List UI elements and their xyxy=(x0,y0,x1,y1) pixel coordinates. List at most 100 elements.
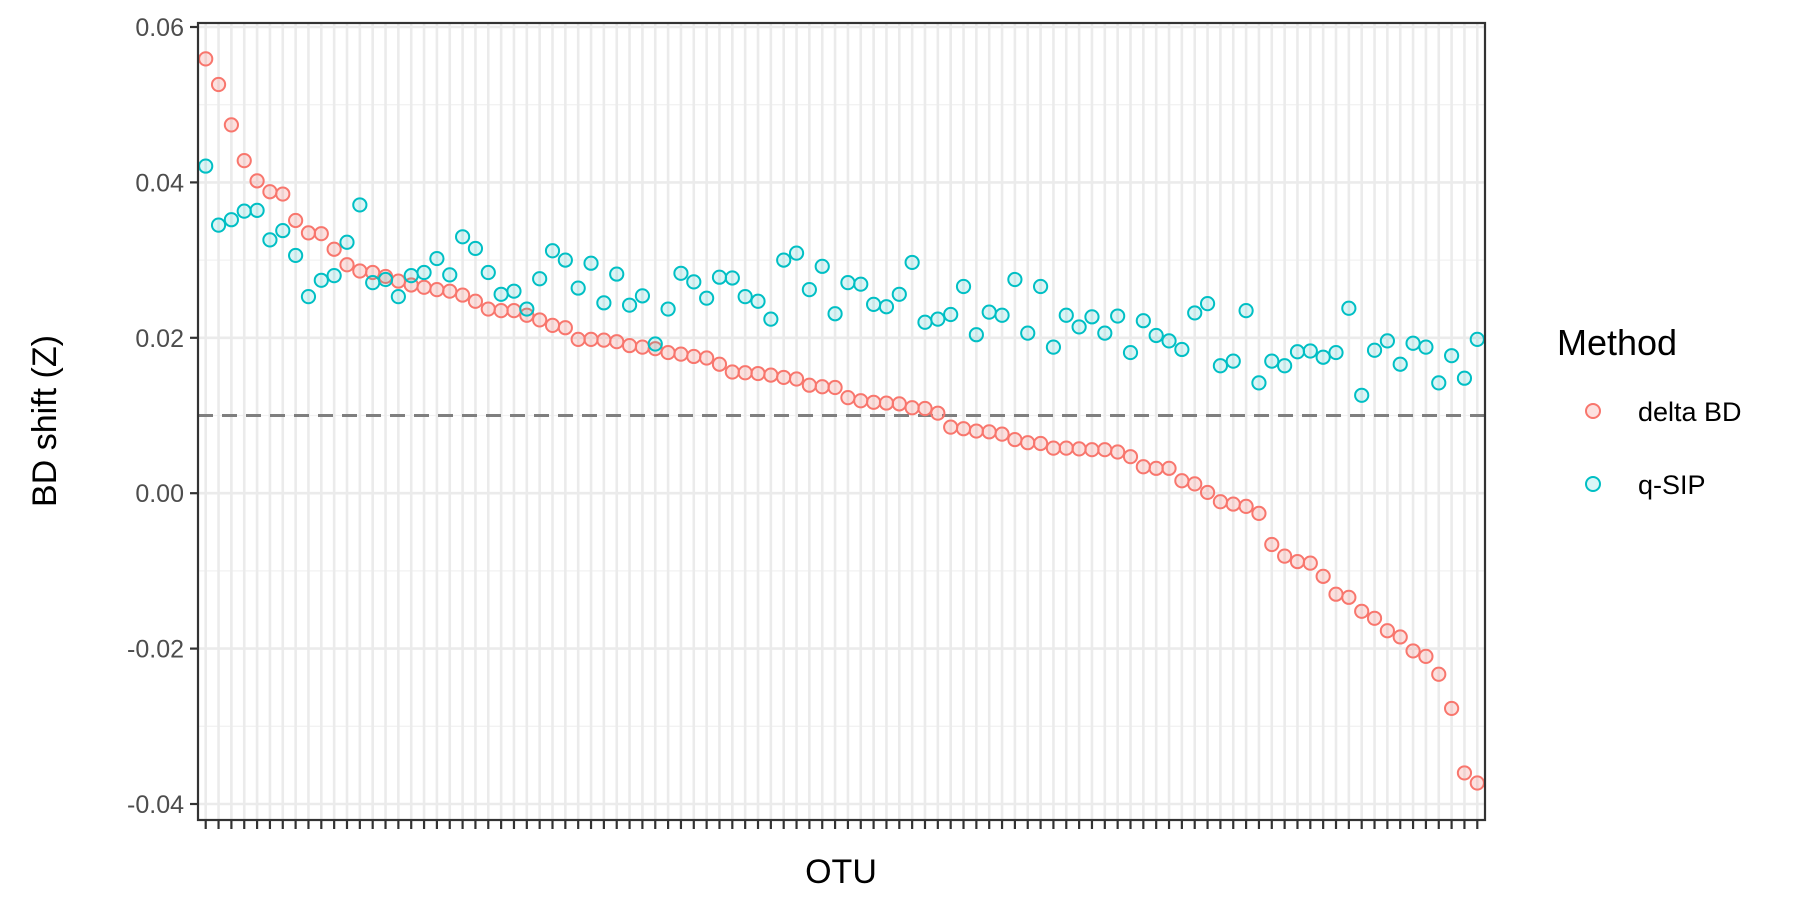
point-delta-bd xyxy=(1405,643,1421,659)
axes-layer: -0.04 -0.02 0.00 0.02 0.04 0.06 xyxy=(127,14,1479,829)
point-delta-bd xyxy=(943,419,959,435)
point-q-sip xyxy=(904,254,920,271)
point-delta-bd xyxy=(981,424,997,440)
point-delta-bd xyxy=(634,339,651,355)
point-q-sip xyxy=(1032,278,1049,295)
point-q-sip xyxy=(1122,344,1139,361)
point-q-sip xyxy=(801,282,817,298)
point-q-sip xyxy=(968,327,984,343)
point-q-sip xyxy=(634,288,651,304)
point-q-sip xyxy=(930,311,946,327)
point-delta-bd xyxy=(1187,476,1203,492)
point-delta-bd xyxy=(609,334,625,350)
point-q-sip xyxy=(1020,325,1036,341)
point-delta-bd xyxy=(1354,603,1370,619)
legend-key-delta-bd xyxy=(1585,403,1601,419)
point-delta-bd xyxy=(1135,459,1151,475)
point-delta-bd xyxy=(1392,629,1408,645)
point-delta-bd xyxy=(583,331,599,347)
point-delta-bd xyxy=(1097,442,1113,458)
y-axis-title: BD shift (Z) xyxy=(26,335,64,507)
point-q-sip xyxy=(262,232,278,248)
point-q-sip xyxy=(1341,300,1357,316)
point-delta-bd xyxy=(1379,623,1395,639)
point-delta-bd xyxy=(891,396,907,412)
point-q-sip xyxy=(711,269,728,285)
point-q-sip xyxy=(1456,370,1473,386)
point-delta-bd xyxy=(1122,449,1139,465)
point-delta-bd xyxy=(827,379,843,396)
point-delta-bd xyxy=(776,369,792,386)
legend-key-q-sip xyxy=(1585,476,1601,492)
point-q-sip xyxy=(210,217,227,233)
point-delta-bd xyxy=(1328,586,1344,602)
point-delta-bd xyxy=(1174,473,1190,489)
point-delta-bd xyxy=(313,226,329,242)
point-q-sip xyxy=(1071,319,1087,335)
point-q-sip xyxy=(1289,344,1306,360)
point-q-sip xyxy=(544,243,561,259)
point-q-sip xyxy=(557,252,573,268)
point-delta-bd xyxy=(763,367,779,383)
points-layer xyxy=(198,51,1485,791)
point-delta-bd xyxy=(339,257,355,273)
point-delta-bd xyxy=(1148,460,1164,476)
point-delta-bd xyxy=(275,186,291,202)
point-q-sip xyxy=(1277,358,1293,374)
point-delta-bd xyxy=(544,317,561,333)
point-delta-bd xyxy=(198,51,214,67)
point-q-sip xyxy=(788,245,805,261)
point-delta-bd xyxy=(326,241,342,257)
point-delta-bd xyxy=(1045,440,1062,456)
point-q-sip xyxy=(1328,344,1344,361)
legend: Method delta BD q-SIP xyxy=(1557,322,1742,500)
point-delta-bd xyxy=(493,303,509,319)
point-delta-bd xyxy=(1418,648,1434,664)
point-q-sip xyxy=(326,268,342,284)
point-delta-bd xyxy=(390,273,406,289)
point-delta-bd xyxy=(1020,435,1036,451)
point-delta-bd xyxy=(300,225,317,241)
point-q-sip xyxy=(750,293,766,309)
point-q-sip xyxy=(814,258,830,274)
legend-label-q-sip: q-SIP xyxy=(1638,470,1706,500)
point-q-sip xyxy=(866,296,882,312)
point-q-sip xyxy=(981,304,997,320)
point-q-sip xyxy=(596,295,612,311)
point-q-sip xyxy=(1135,313,1151,329)
x-axis-title: OTU xyxy=(805,853,877,891)
point-q-sip xyxy=(467,240,484,257)
point-q-sip xyxy=(198,158,214,174)
point-q-sip xyxy=(1238,303,1254,319)
point-delta-bd xyxy=(699,350,715,366)
point-q-sip xyxy=(1354,387,1370,403)
point-q-sip xyxy=(1366,342,1383,358)
point-q-sip xyxy=(313,272,329,288)
point-delta-bd xyxy=(724,364,740,380)
point-delta-bd xyxy=(737,365,753,381)
point-delta-bd xyxy=(1277,548,1293,564)
point-q-sip xyxy=(1058,307,1074,323)
point-q-sip xyxy=(365,275,381,291)
point-delta-bd xyxy=(866,394,882,410)
point-q-sip xyxy=(583,255,599,271)
point-q-sip xyxy=(840,275,856,291)
point-delta-bd xyxy=(210,76,227,93)
point-q-sip xyxy=(673,265,689,281)
grid-layer xyxy=(198,23,1485,820)
point-delta-bd xyxy=(532,312,548,328)
point-delta-bd xyxy=(429,282,445,298)
point-delta-bd xyxy=(968,423,984,439)
panel-background xyxy=(198,23,1485,820)
y-tick-label: 0.02 xyxy=(135,325,184,353)
point-delta-bd xyxy=(1341,589,1357,605)
point-q-sip xyxy=(724,270,740,286)
point-q-sip xyxy=(621,297,638,313)
point-q-sip xyxy=(416,264,432,281)
point-delta-bd xyxy=(853,393,869,409)
point-delta-bd xyxy=(557,320,573,336)
point-q-sip xyxy=(1199,296,1216,312)
point-q-sip xyxy=(647,336,663,352)
point-delta-bd xyxy=(994,426,1010,442)
